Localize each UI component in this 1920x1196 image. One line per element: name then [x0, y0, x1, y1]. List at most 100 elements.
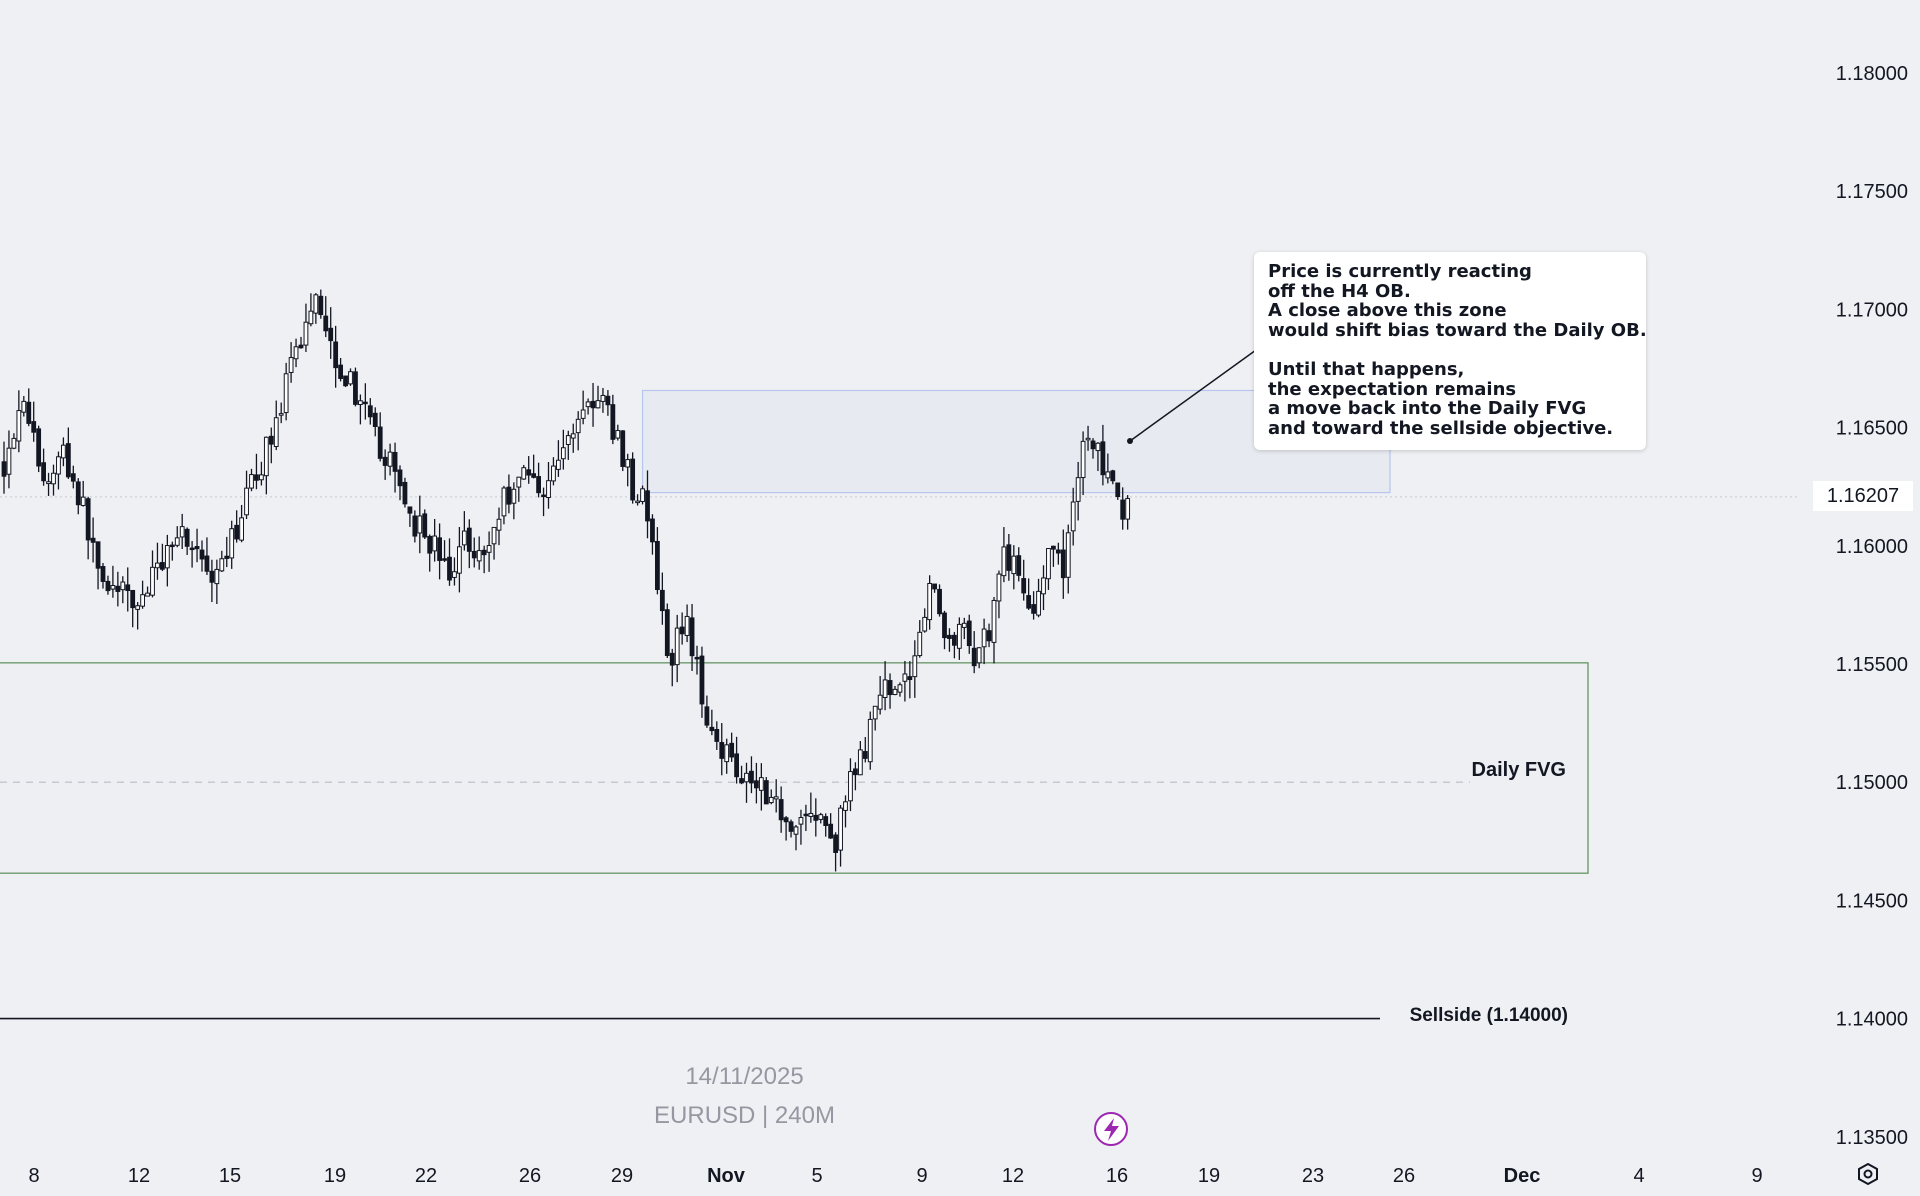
watermark-symbol: EURUSD | 240M [654, 1102, 835, 1129]
time-tick-label: Nov [707, 1165, 746, 1187]
candle-body-down [932, 583, 938, 590]
candle-body-up [259, 474, 264, 481]
candle-body-up [278, 413, 284, 416]
candle-body-up [273, 417, 279, 448]
candle-body-down [318, 295, 324, 316]
time-axis[interactable]: 8 12 15 19 22 26 29 Nov 5 9 12 16 19 23 26 Dec 4 9 [28, 1165, 1762, 1187]
candle-body-up [808, 812, 814, 817]
candle-body-up [546, 480, 551, 499]
price-axis[interactable]: 1.18000 1.17500 1.17000 1.16500 1.16000 1.155… [1836, 63, 1908, 1149]
candle-body-down [397, 469, 403, 487]
candle-body-up [981, 628, 987, 648]
candle-body-up [432, 535, 438, 552]
candle-body-up [16, 410, 22, 442]
lightning-icon-bolt [1104, 1118, 1119, 1141]
candle-body-down [803, 813, 809, 817]
candle-body-down [224, 555, 230, 559]
candle-body-down [659, 589, 665, 612]
candle-body-up [1080, 440, 1086, 479]
time-tick-label: 4 [1633, 1165, 1644, 1187]
candle-body-up [46, 481, 51, 485]
candle-body-down [887, 680, 893, 696]
candle-body-down [407, 506, 413, 514]
candle-body-down [427, 535, 433, 554]
candle-body-down [947, 634, 952, 639]
candle-body-down [353, 371, 358, 405]
candle-body-up [773, 796, 779, 800]
candle-body-up [511, 488, 517, 504]
time-tick-label: 12 [128, 1165, 150, 1187]
candle-body-up [120, 581, 126, 591]
candle-body-up [551, 465, 556, 482]
candle-body-down [362, 401, 368, 405]
candle-body-down [655, 540, 660, 591]
candle-body-up [615, 430, 621, 439]
candle-body-down [699, 655, 705, 705]
candle-body-up [283, 373, 289, 414]
note-line: and toward the sellside objective. [1268, 417, 1614, 439]
candle-body-up [303, 321, 309, 346]
candle-body-up [1041, 577, 1046, 595]
candle-body-up [1105, 471, 1111, 479]
candle-body-down [630, 458, 636, 501]
candle-body-up [744, 772, 749, 783]
candle-body-up [496, 518, 502, 531]
candle-body-down [739, 778, 744, 784]
candle-body-down [333, 341, 339, 369]
candle-body-down [907, 676, 913, 681]
candle-body-down [664, 609, 670, 656]
candle-body-down [605, 395, 611, 406]
note-line: off the H4 OB. [1268, 280, 1411, 302]
candle-body-down [234, 524, 240, 540]
analysis-note[interactable]: Price is currently reacting off the H4 O… [1254, 252, 1647, 450]
candle-body-down [526, 469, 532, 476]
price-tick-label: 1.15000 [1836, 772, 1908, 794]
candle-body-up [164, 545, 170, 569]
candle-body-down [130, 589, 136, 609]
candle-body-up [516, 476, 522, 488]
candle-body-down [1100, 441, 1106, 476]
candle-body-up [768, 796, 774, 804]
candle-body-down [971, 647, 977, 667]
price-tick-label: 1.14500 [1836, 890, 1908, 912]
candle-body-up [1046, 548, 1051, 580]
daily-fvg-zone [0, 662, 1589, 874]
time-tick-label: 16 [1106, 1165, 1128, 1187]
event-icons[interactable] [1094, 1112, 1878, 1186]
candle-body-up [476, 550, 482, 562]
candle-body-down [90, 537, 96, 543]
time-tick-label: 22 [415, 1165, 437, 1187]
candle-body-down [466, 527, 472, 552]
candle-body-down [160, 562, 165, 570]
zones-layer [0, 389, 1800, 874]
sellside-label: Sellside (1.14000) [1409, 1005, 1568, 1026]
candle-body-up [51, 472, 56, 485]
candle-body-down [422, 513, 428, 538]
time-tick-label: 15 [219, 1165, 241, 1187]
price-tick-label: 1.15500 [1836, 654, 1908, 676]
candle-body-down [689, 617, 695, 657]
candle-body-down [952, 634, 957, 646]
candle-body-down [1031, 604, 1036, 614]
candle-body-up [457, 546, 462, 574]
time-tick-label: 9 [916, 1165, 927, 1187]
candle-body-down [783, 817, 789, 823]
candle-body-down [704, 706, 710, 726]
candle-body-up [56, 456, 61, 475]
note-line: would shift bias toward the Daily OB. [1268, 319, 1647, 341]
candle-body-up [491, 526, 497, 545]
candle-body-up [927, 582, 933, 621]
candle-body-up [387, 451, 393, 467]
gear-hub [1863, 1169, 1873, 1179]
candle-body-down [343, 375, 348, 387]
candle-body-down [184, 528, 190, 547]
note-line: Until that happens, [1268, 358, 1465, 380]
candle-body-down [778, 799, 784, 821]
candle-body-down [268, 435, 274, 445]
candle-body-down [481, 549, 487, 556]
candle-body-up [1125, 498, 1131, 520]
settings-gear-icon[interactable] [1858, 1162, 1878, 1186]
lightning-icon[interactable] [1094, 1112, 1128, 1146]
price-tick-label: 1.13500 [1836, 1127, 1908, 1149]
